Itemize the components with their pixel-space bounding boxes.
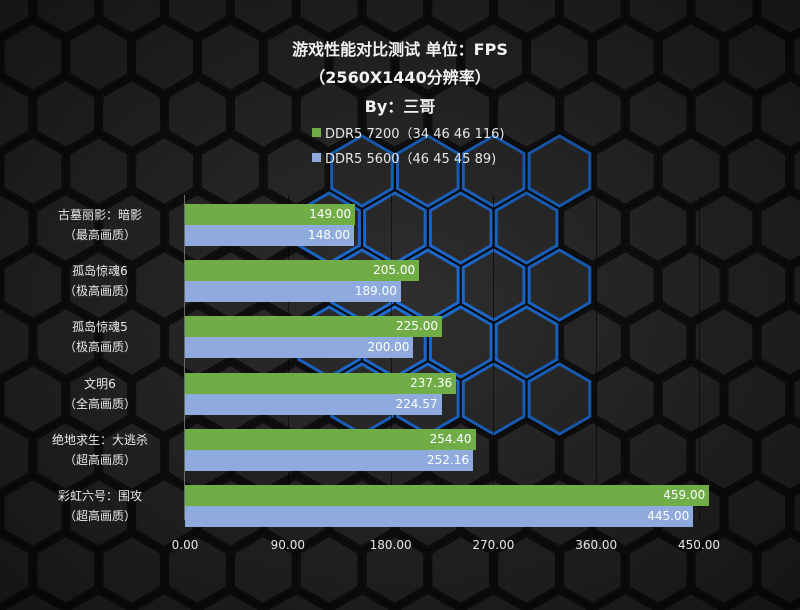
x-tick-label: 450.00	[678, 538, 720, 552]
quality-setting: （最高画质）	[63, 228, 136, 242]
category-label: 孤岛惊魂6 （极高画质）	[20, 261, 180, 301]
bar-value-label: 254.40	[429, 431, 472, 446]
category-label: 孤岛惊魂5 （极高画质）	[20, 317, 180, 357]
bar-value-label: 225.00	[396, 319, 438, 334]
legend-swatch-blue	[312, 153, 321, 162]
bar-ddr5-7200: 225.00	[185, 316, 442, 338]
bar-ddr5-5600: 224.57	[185, 393, 442, 415]
game-name: 孤岛惊魂6	[72, 264, 128, 279]
bar-value-label: 224.57	[395, 396, 438, 411]
x-tick-label: 0.00	[171, 538, 199, 552]
legend-item-ddr5-5600: DDR5 5600（46 45 45 89)	[312, 148, 496, 167]
bar-value-label: 252.16	[427, 452, 470, 467]
x-tick-label: 270.00	[472, 538, 515, 552]
bar-value-label: 445.00	[647, 509, 690, 523]
quality-setting: （全高画质）	[63, 396, 136, 411]
game-name: 彩虹六号：围攻	[57, 489, 142, 503]
bar-ddr5-7200: 459.00	[185, 485, 710, 506]
bar-value-label: 148.00	[308, 228, 351, 242]
bar-value-label: 237.36	[410, 375, 453, 390]
bar-value-label: 200.00	[367, 340, 410, 355]
category-label: 古墓丽影：暗影 （最高画质）	[20, 205, 180, 245]
game-name: 文明6	[84, 376, 116, 391]
bar-ddr5-7200: 149.00	[185, 204, 356, 225]
quality-setting: （超高画质）	[63, 452, 136, 467]
quality-setting: （极高画质）	[63, 284, 136, 299]
category-label: 彩虹六号：围攻 （超高画质）	[20, 486, 180, 526]
bar-ddr5-5600: 200.00	[185, 337, 414, 359]
quality-setting: （极高画质）	[63, 340, 136, 355]
game-name: 古墓丽影：暗影	[57, 208, 142, 222]
bar-value-label: 149.00	[309, 207, 352, 221]
gridline	[493, 195, 494, 520]
category-label: 文明6 （全高画质）	[20, 374, 180, 414]
legend-item-ddr5-7200: DDR5 7200（34 46 46 116)	[312, 123, 504, 142]
bar-ddr5-7200: 237.36	[185, 372, 457, 394]
bar-ddr5-5600: 445.00	[185, 506, 694, 527]
game-name: 绝地求生：大逃杀	[51, 432, 148, 447]
x-tick-label: 360.00	[575, 538, 618, 552]
legend-label: DDR5 5600（46 45 45 89)	[325, 152, 497, 167]
quality-setting: （超高画质）	[63, 509, 136, 523]
gridline	[699, 195, 700, 520]
chart-subtitle: （2560X1440分辨率）	[309, 68, 491, 87]
bar-value-label: 189.00	[354, 284, 397, 299]
chart-byline: By：三哥	[364, 97, 436, 116]
legend-label: DDR5 7200（34 46 46 116)	[325, 127, 505, 142]
x-tick-label: 180.00	[369, 538, 412, 552]
y-axis-line	[184, 195, 185, 520]
bar-ddr5-7200: 205.00	[185, 260, 420, 282]
category-label: 绝地求生：大逃杀 （超高画质）	[20, 430, 180, 470]
bar-value-label: 459.00	[663, 488, 706, 502]
bar-ddr5-7200: 254.40	[185, 428, 476, 450]
bar-ddr5-5600: 189.00	[185, 281, 401, 303]
gridline	[596, 195, 597, 520]
bar-ddr5-5600: 148.00	[185, 225, 355, 246]
chart-title: 游戏性能对比测试 单位：FPS	[292, 40, 508, 59]
bar-value-label: 205.00	[373, 263, 416, 278]
game-name: 孤岛惊魂5	[72, 320, 128, 335]
bar-ddr5-5600: 252.16	[185, 449, 474, 471]
x-tick-label: 90.00	[270, 538, 305, 552]
legend-swatch-green	[312, 128, 321, 137]
